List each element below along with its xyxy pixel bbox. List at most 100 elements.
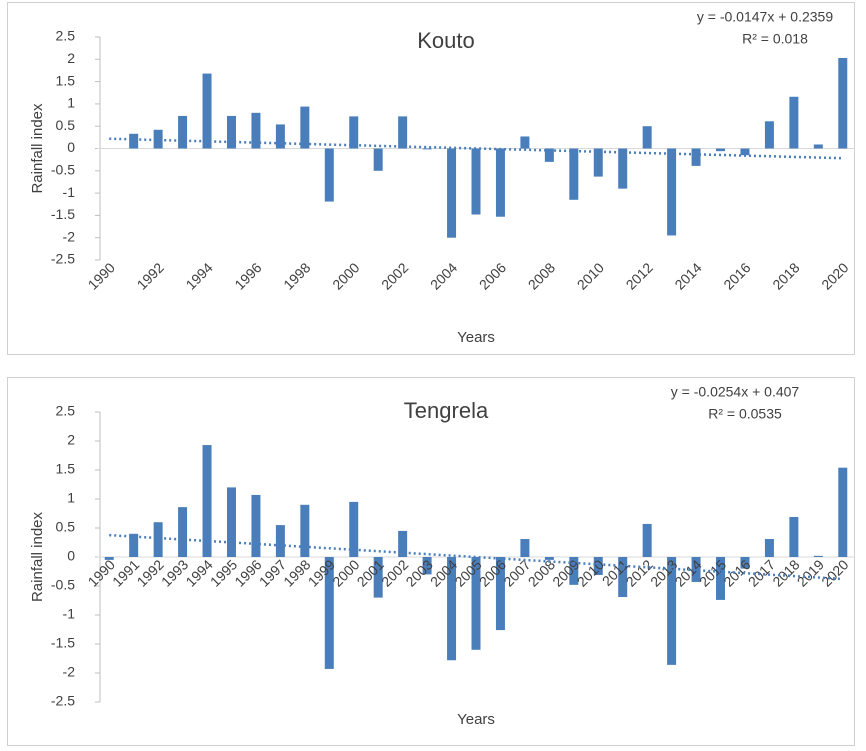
x-tick-label: 2000	[329, 259, 362, 292]
trendline	[109, 137, 843, 160]
y-tick-label: -2	[63, 228, 76, 244]
bar	[838, 57, 848, 149]
bar	[544, 557, 554, 560]
y-tick-label: -1	[63, 606, 76, 622]
x-tick-label: 2004	[427, 259, 460, 292]
bar	[275, 124, 285, 149]
y-tick-label: -2.5	[51, 693, 75, 709]
bar	[667, 557, 677, 665]
bar	[373, 148, 383, 171]
x-tick-label: 2018	[769, 556, 802, 589]
x-tick-label: 2014	[671, 259, 704, 292]
trend-r-squared: R² = 0.018	[742, 31, 808, 47]
bar	[398, 530, 408, 557]
x-tick-label: 1991	[109, 556, 142, 589]
bar	[226, 487, 236, 557]
y-tick-label: -1.5	[51, 635, 75, 651]
bar	[495, 148, 505, 217]
bar	[226, 115, 236, 149]
x-tick-label: 2000	[329, 556, 362, 589]
x-tick-label: 2010	[574, 259, 607, 292]
x-tick-label: 2018	[769, 259, 802, 292]
x-tick-label: 2012	[623, 259, 656, 292]
bar	[593, 557, 603, 575]
bar	[202, 445, 212, 557]
x-tick-label: 1993	[158, 556, 191, 589]
y-tick-label: 0	[67, 548, 75, 564]
bar	[642, 126, 652, 149]
bar	[153, 522, 163, 557]
bar	[373, 557, 383, 598]
x-tick-label: 2020	[818, 556, 851, 589]
y-tick-label: 1	[67, 490, 75, 506]
x-axis-label: Years	[457, 711, 495, 728]
bar	[202, 73, 212, 149]
x-tick-label: 2006	[476, 259, 509, 292]
y-axis-label: Rainfall index	[29, 511, 46, 602]
bar	[447, 557, 457, 661]
x-tick-label: 1996	[231, 556, 264, 589]
x-axis-label: Years	[457, 329, 495, 346]
bar	[324, 557, 334, 669]
y-tick-label: -2.5	[51, 251, 75, 267]
bar	[129, 133, 139, 149]
bar	[740, 557, 750, 569]
bar	[667, 148, 677, 236]
y-tick-label: -0.5	[51, 162, 75, 178]
bar	[740, 148, 750, 156]
y-tick-label: 1.5	[56, 72, 76, 88]
x-tick-label: 1990	[85, 556, 118, 589]
x-tick-label: 1998	[280, 556, 313, 589]
bar	[251, 112, 261, 149]
bar	[520, 136, 530, 149]
y-tick-label: -0.5	[51, 577, 75, 593]
chart-frame	[7, 377, 855, 746]
x-tick-label: 2012	[623, 556, 656, 589]
x-tick-label: 1992	[134, 556, 167, 589]
bar	[520, 539, 530, 557]
y-tick-label: 0.5	[56, 117, 76, 133]
bar	[716, 148, 726, 152]
bar	[178, 115, 188, 149]
bar	[764, 121, 774, 149]
bar	[178, 507, 188, 557]
bar	[569, 148, 579, 200]
bar	[618, 148, 628, 189]
bar	[251, 494, 261, 557]
bar	[813, 144, 823, 149]
bar	[495, 557, 505, 631]
chart-frame	[7, 2, 855, 355]
bar	[471, 557, 481, 650]
bar	[691, 148, 701, 166]
bar	[789, 96, 799, 149]
bar	[618, 557, 628, 598]
x-tick-label: 1992	[134, 259, 167, 292]
x-tick-label: 2020	[818, 259, 851, 292]
y-tick-label: 0	[67, 139, 75, 155]
x-tick-label: 1994	[182, 556, 215, 589]
x-tick-label: 2016	[720, 259, 753, 292]
bar	[569, 557, 579, 585]
x-tick-label: 1994	[182, 259, 215, 292]
chart-title: Tengrela	[404, 398, 489, 423]
x-tick-label: 2019	[794, 556, 827, 589]
bar	[153, 129, 163, 149]
bar	[349, 501, 359, 557]
y-tick-label: 2.5	[56, 28, 76, 44]
bar	[422, 148, 432, 150]
bar	[764, 539, 774, 557]
bar	[813, 555, 823, 557]
bar	[104, 557, 114, 560]
x-tick-label: 2002	[378, 556, 411, 589]
y-tick-label: 0.5	[56, 519, 76, 535]
chart-title: Kouto	[417, 28, 475, 53]
bar	[129, 533, 139, 557]
bar	[275, 525, 285, 557]
y-tick-label: -2	[63, 664, 76, 680]
bar	[642, 523, 652, 557]
y-tick-label: -1	[63, 184, 76, 200]
bar	[789, 516, 799, 557]
bar	[593, 148, 603, 177]
x-tick-label: 2008	[525, 259, 558, 292]
